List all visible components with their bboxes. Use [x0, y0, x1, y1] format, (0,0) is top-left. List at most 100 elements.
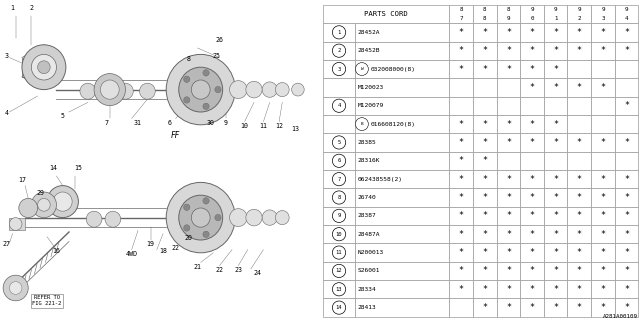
Text: *: * [506, 28, 511, 37]
Text: 7: 7 [104, 120, 109, 126]
Text: 12: 12 [336, 268, 342, 273]
Bar [544, 115, 568, 133]
Bar [615, 244, 638, 262]
Circle shape [191, 80, 210, 99]
Text: *: * [483, 193, 487, 202]
Circle shape [191, 208, 210, 227]
Bar [473, 299, 497, 317]
Text: *: * [459, 230, 463, 239]
Circle shape [275, 83, 289, 97]
Text: *: * [577, 230, 582, 239]
Bar [473, 262, 497, 280]
Text: 28387: 28387 [357, 213, 376, 218]
Text: 28385: 28385 [357, 140, 376, 145]
Bar [355, 244, 449, 262]
Bar [520, 207, 544, 225]
Text: *: * [529, 120, 534, 129]
Text: *: * [577, 175, 582, 184]
Circle shape [332, 62, 346, 76]
Text: *: * [459, 46, 463, 55]
Bar [10, 218, 25, 230]
Bar [591, 225, 615, 244]
Text: 4: 4 [625, 15, 628, 20]
Text: *: * [506, 138, 511, 147]
Bar [615, 60, 638, 78]
Circle shape [105, 211, 121, 227]
Text: PARTS CORD: PARTS CORD [364, 11, 408, 17]
Bar [323, 262, 355, 280]
Bar [568, 225, 591, 244]
Circle shape [19, 198, 38, 218]
Text: *: * [577, 28, 582, 37]
Text: *: * [553, 303, 558, 312]
Bar [615, 115, 638, 133]
Circle shape [140, 83, 156, 99]
Bar [473, 97, 497, 115]
Text: *: * [553, 267, 558, 276]
Text: 21: 21 [193, 264, 202, 270]
Text: 8: 8 [460, 7, 463, 12]
Bar [323, 299, 355, 317]
Circle shape [246, 209, 262, 226]
Circle shape [31, 192, 56, 218]
Text: *: * [506, 175, 511, 184]
Text: 9: 9 [337, 213, 340, 218]
Text: *: * [483, 211, 487, 220]
Bar [568, 115, 591, 133]
Text: 26: 26 [216, 36, 223, 43]
Text: *: * [553, 193, 558, 202]
Bar [497, 188, 520, 207]
Text: 3: 3 [601, 15, 605, 20]
Bar [449, 5, 473, 23]
Bar [568, 60, 591, 78]
Circle shape [230, 209, 247, 227]
Text: 5: 5 [61, 113, 65, 119]
Bar [473, 188, 497, 207]
Bar [473, 133, 497, 152]
Bar [520, 78, 544, 97]
Bar [591, 244, 615, 262]
Text: 2: 2 [577, 15, 581, 20]
Text: 9: 9 [577, 7, 581, 12]
Circle shape [38, 61, 50, 74]
Bar [520, 280, 544, 299]
Text: 17: 17 [18, 177, 26, 183]
Text: *: * [506, 230, 511, 239]
Bar [473, 23, 497, 42]
Text: *: * [483, 156, 487, 165]
Text: *: * [624, 248, 629, 257]
Text: 8: 8 [337, 195, 340, 200]
Bar [544, 280, 568, 299]
Circle shape [332, 246, 346, 259]
Text: A281A00109: A281A00109 [604, 314, 638, 319]
Bar [449, 152, 473, 170]
Circle shape [53, 192, 72, 211]
Bar [449, 170, 473, 188]
Circle shape [215, 86, 221, 93]
Bar [568, 133, 591, 152]
Bar [568, 280, 591, 299]
Bar [615, 188, 638, 207]
Bar [323, 42, 355, 60]
Text: *: * [459, 211, 463, 220]
Bar [449, 60, 473, 78]
Bar [497, 280, 520, 299]
Text: M120079: M120079 [357, 103, 383, 108]
Text: *: * [459, 138, 463, 147]
Text: *: * [577, 211, 582, 220]
Text: 13: 13 [291, 126, 299, 132]
Text: 032008000(8): 032008000(8) [371, 67, 415, 72]
Bar [568, 299, 591, 317]
Text: *: * [624, 211, 629, 220]
Text: *: * [624, 46, 629, 55]
Bar [615, 207, 638, 225]
Bar [323, 170, 355, 188]
Text: *: * [600, 83, 605, 92]
Bar [591, 115, 615, 133]
Circle shape [166, 54, 236, 125]
Text: 14: 14 [336, 305, 342, 310]
Circle shape [215, 214, 221, 221]
Bar [355, 280, 449, 299]
Bar [497, 244, 520, 262]
Text: 30: 30 [206, 120, 214, 126]
